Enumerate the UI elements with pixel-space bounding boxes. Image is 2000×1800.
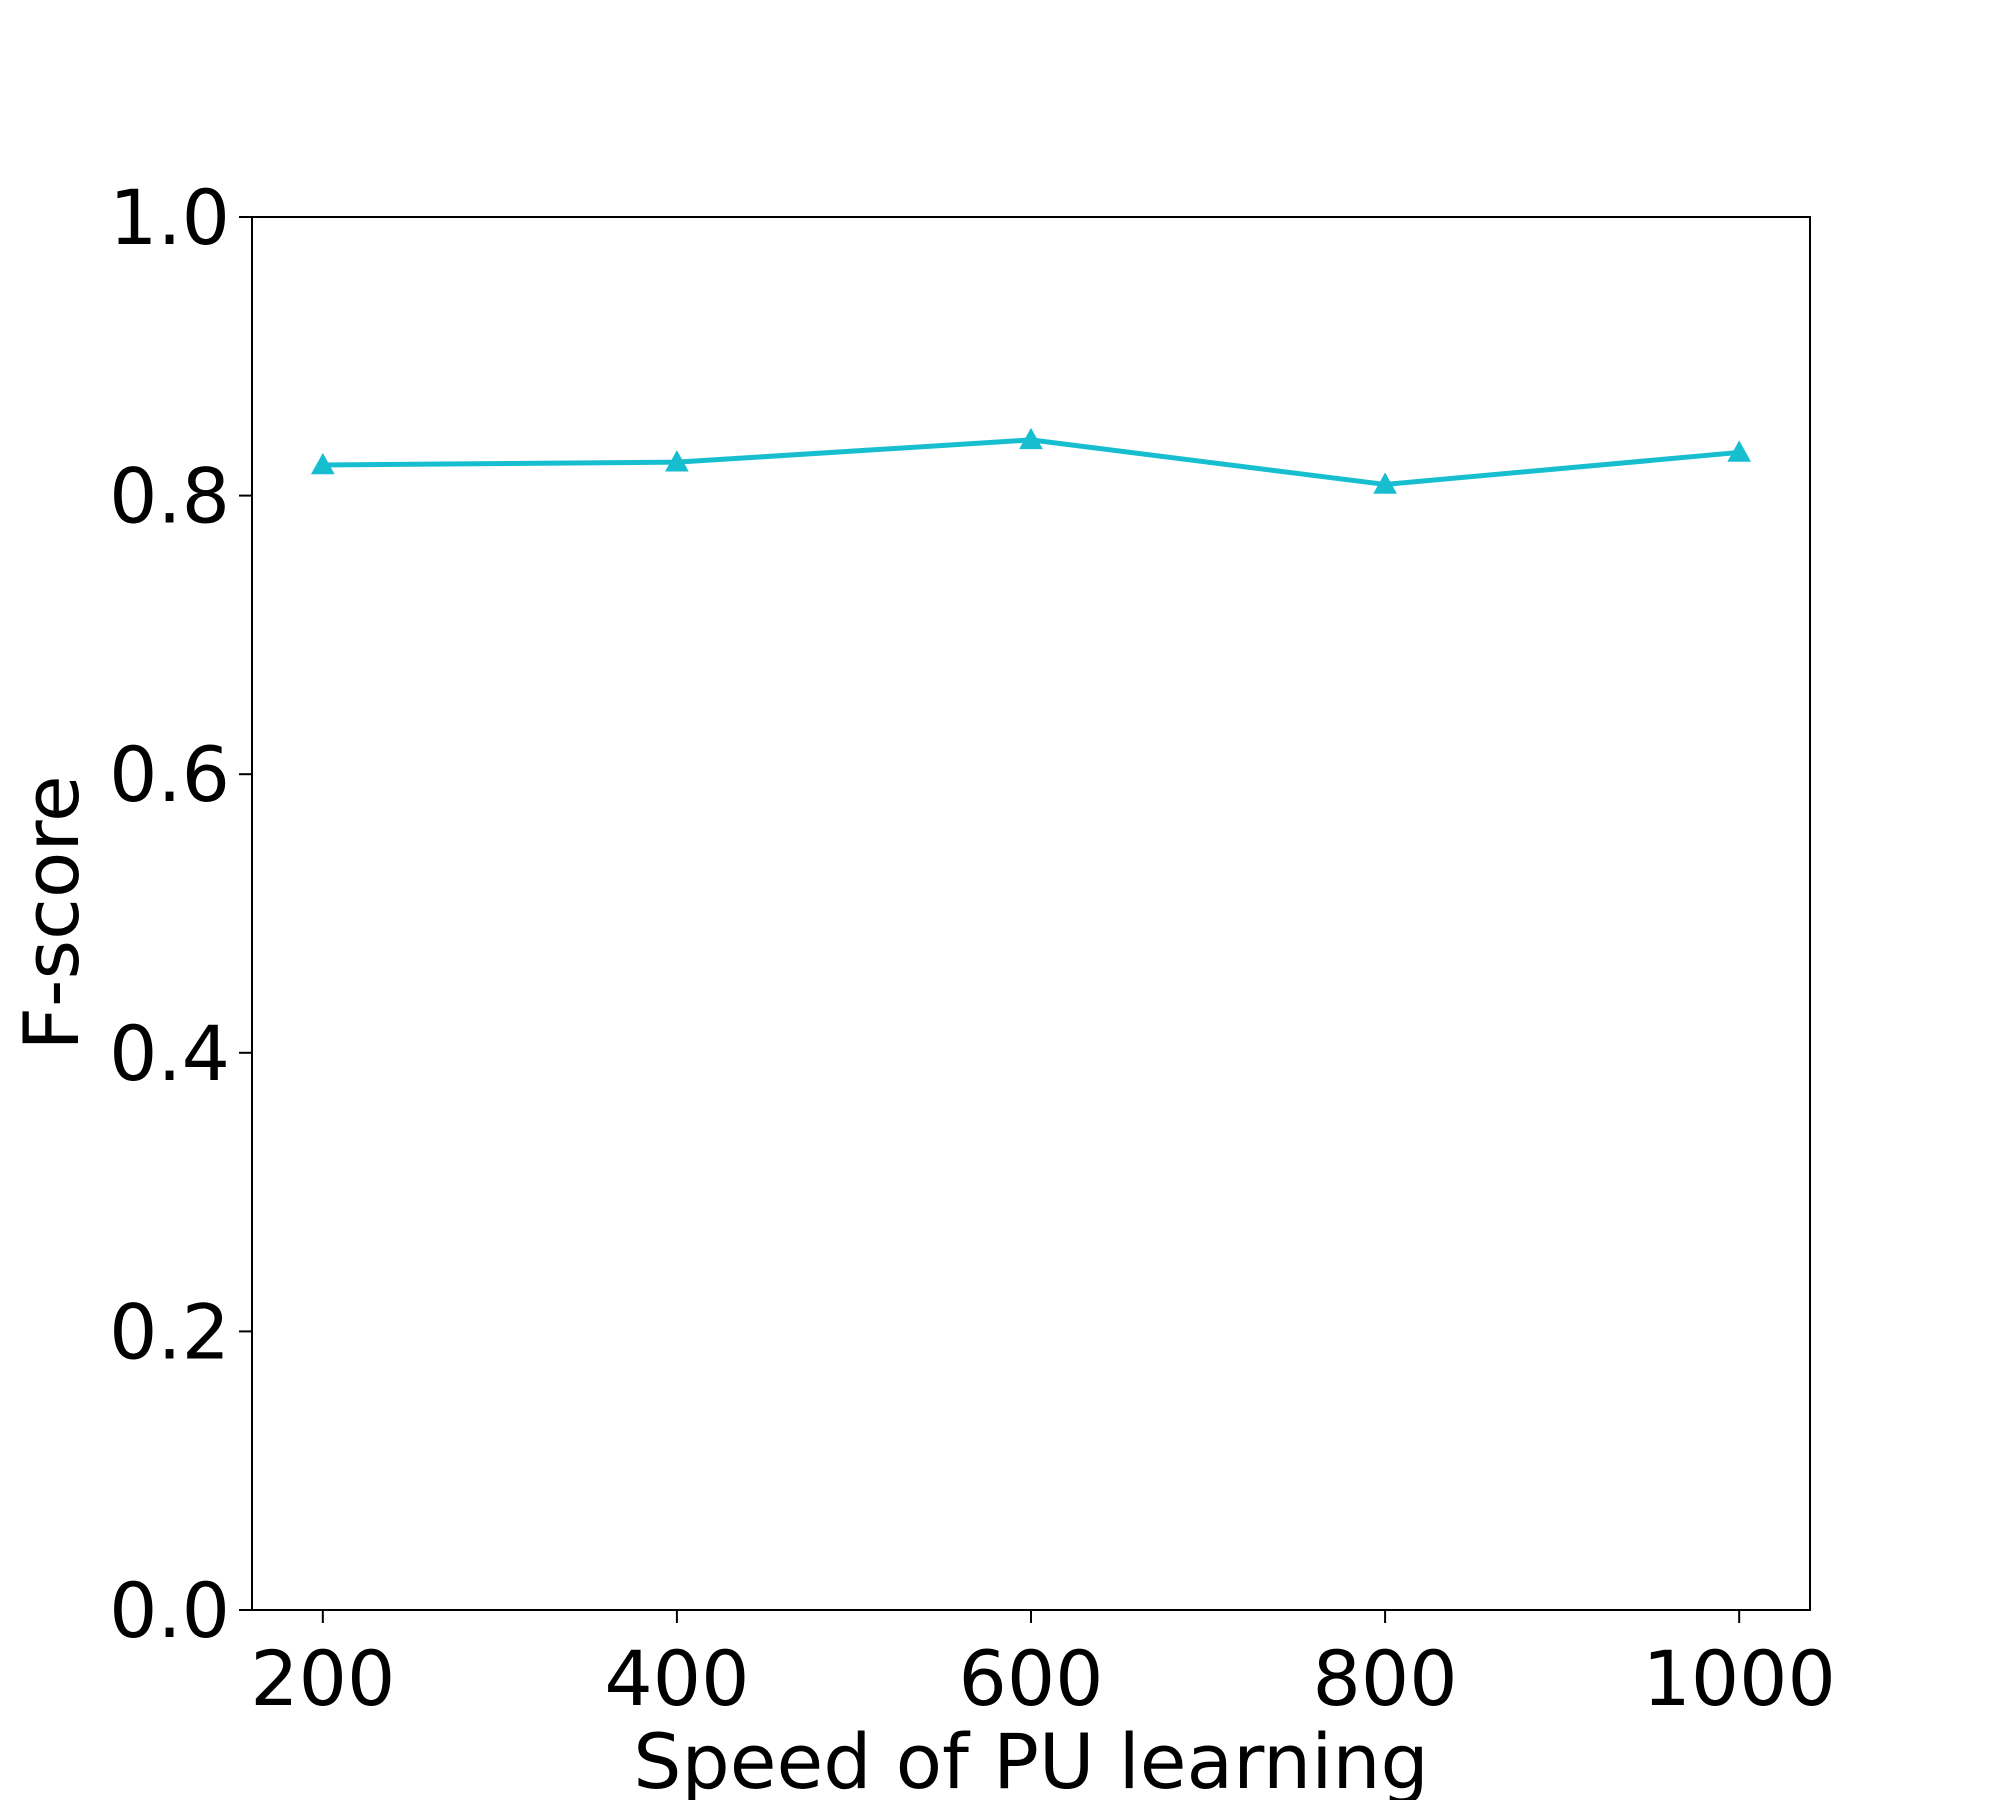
y-tick-label: 0.8: [109, 452, 230, 541]
x-tick-label: 400: [604, 1634, 749, 1723]
y-tick-label: 1.0: [109, 173, 230, 262]
y-tick-label: 0.6: [109, 730, 230, 819]
axis-ticks: 200 400 600 800 1000 0.0 0.2 0.4 0.6 0.8 1.0: [109, 173, 1836, 1723]
y-tick-label: 0.2: [109, 1287, 230, 1376]
y-tick-label: 0.0: [109, 1566, 230, 1655]
x-tick-label: 800: [1313, 1634, 1458, 1723]
data-point-marker: [310, 452, 335, 475]
x-tick-label: 1000: [1642, 1634, 1835, 1723]
y-tick-label: 0.4: [109, 1009, 230, 1098]
data-point-marker: [1727, 440, 1752, 462]
x-axis-label: Speed of PU learning: [633, 1717, 1428, 1800]
x-tick-label: 200: [250, 1634, 395, 1723]
data-point-marker: [1019, 427, 1043, 450]
data-point-marker: [665, 450, 689, 472]
plot-area: [310, 427, 1752, 494]
x-tick-label: 600: [958, 1634, 1103, 1723]
y-axis-label: F-score: [7, 775, 96, 1050]
data-point-marker: [1373, 472, 1397, 494]
